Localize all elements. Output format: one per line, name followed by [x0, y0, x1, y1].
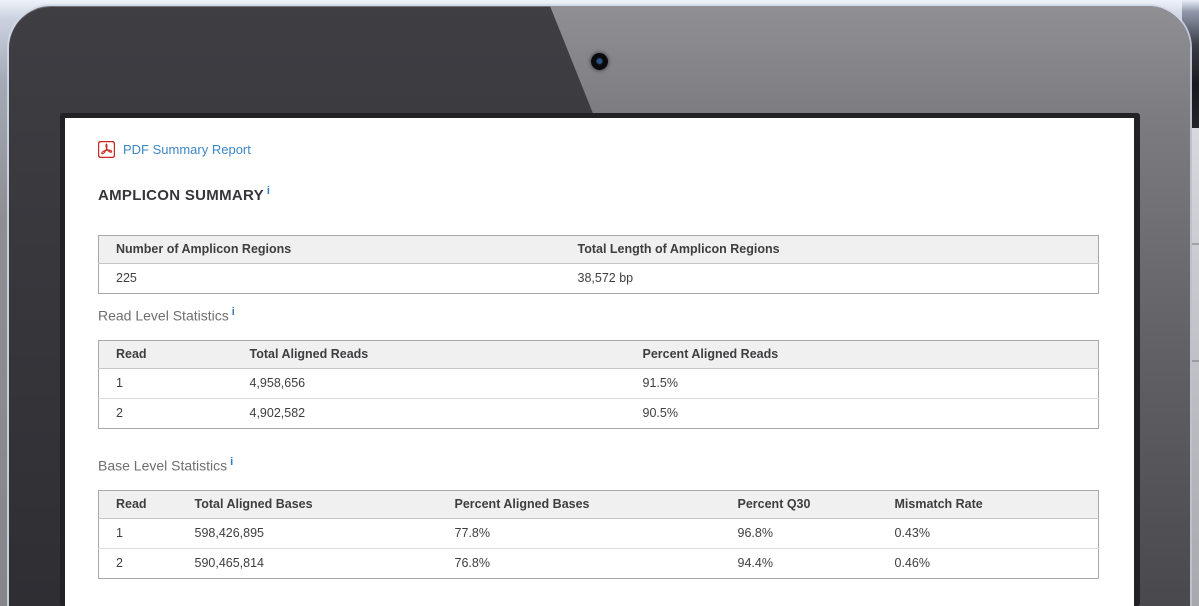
- column-header: Number of Amplicon Regions: [98, 235, 561, 264]
- table-header-row: Number of Amplicon Regions Total Length …: [98, 235, 1099, 264]
- table-row: 225 38,572 bp: [98, 263, 1099, 294]
- edge-button-notch: [1192, 360, 1199, 362]
- column-header: Mismatch Rate: [877, 490, 1099, 519]
- table-cell: 94.4%: [720, 548, 878, 579]
- front-camera: [591, 53, 608, 70]
- table-cell: 0.46%: [877, 548, 1099, 579]
- table-cell: 590,465,814: [177, 548, 438, 579]
- table-cell: 91.5%: [625, 368, 1099, 399]
- table-cell: 76.8%: [437, 548, 721, 579]
- column-header: Percent Q30: [720, 490, 878, 519]
- table-cell: 225: [98, 263, 561, 294]
- column-header: Read: [98, 490, 178, 519]
- table-cell: 96.8%: [720, 518, 878, 549]
- tablet-bezel: PDF Summary Report AMPLICON SUMMARY i Num…: [9, 6, 1190, 606]
- table-cell: 4,958,656: [232, 368, 626, 399]
- table-cell: 90.5%: [625, 398, 1099, 429]
- table-cell: 77.8%: [437, 518, 721, 549]
- report-panel: PDF Summary Report AMPLICON SUMMARY i Num…: [65, 118, 1134, 606]
- device-edge-strip: [1190, 128, 1199, 606]
- column-header: Percent Aligned Reads: [625, 340, 1099, 369]
- edge-button-notch: [1192, 243, 1199, 245]
- info-icon[interactable]: i: [266, 185, 271, 197]
- table-cell: 0.43%: [877, 518, 1099, 549]
- column-header: Read: [98, 340, 233, 369]
- column-header: Total Length of Amplicon Regions: [560, 235, 1099, 264]
- tablet-screen: PDF Summary Report AMPLICON SUMMARY i Num…: [60, 113, 1140, 606]
- read-level-statistics-table: Read Total Aligned Reads Percent Aligned…: [98, 340, 1099, 429]
- pdf-icon: [98, 140, 115, 158]
- table-cell: 4,902,582: [232, 398, 626, 429]
- base-level-statistics-label: Base Level Statistics i: [98, 456, 1134, 474]
- column-header: Total Aligned Reads: [232, 340, 626, 369]
- table-cell: 1: [98, 518, 178, 549]
- read-level-statistics-label: Read Level Statistics i: [98, 306, 1134, 324]
- table-header-row: Read Total Aligned Reads Percent Aligned…: [98, 340, 1099, 369]
- column-header: Total Aligned Bases: [177, 490, 438, 519]
- column-header: Percent Aligned Bases: [437, 490, 721, 519]
- base-level-statistics-text: Base Level Statistics: [98, 457, 228, 474]
- table-row: 1 4,958,656 91.5%: [98, 368, 1099, 399]
- table-cell: 598,426,895: [177, 518, 438, 549]
- page-title: AMPLICON SUMMARY i: [98, 185, 1134, 204]
- page-title-text: AMPLICON SUMMARY: [98, 187, 264, 204]
- pdf-link-row: PDF Summary Report: [98, 140, 1134, 158]
- info-icon[interactable]: i: [230, 456, 234, 468]
- table-row: 2 4,902,582 90.5%: [98, 398, 1099, 429]
- table-row: 1 598,426,895 77.8% 96.8% 0.43%: [98, 518, 1099, 549]
- table-row: 2 590,465,814 76.8% 94.4% 0.46%: [98, 548, 1099, 579]
- base-level-statistics-table: Read Total Aligned Bases Percent Aligned…: [98, 490, 1099, 579]
- read-level-statistics-text: Read Level Statistics: [98, 307, 229, 324]
- table-cell: 1: [98, 368, 233, 399]
- table-cell: 38,572 bp: [560, 263, 1099, 294]
- info-icon[interactable]: i: [231, 306, 235, 318]
- table-cell: 2: [98, 548, 178, 579]
- table-cell: 2: [98, 398, 233, 429]
- amplicon-summary-table: Number of Amplicon Regions Total Length …: [98, 235, 1099, 294]
- table-header-row: Read Total Aligned Bases Percent Aligned…: [98, 490, 1099, 519]
- pdf-summary-report-link[interactable]: PDF Summary Report: [123, 141, 251, 157]
